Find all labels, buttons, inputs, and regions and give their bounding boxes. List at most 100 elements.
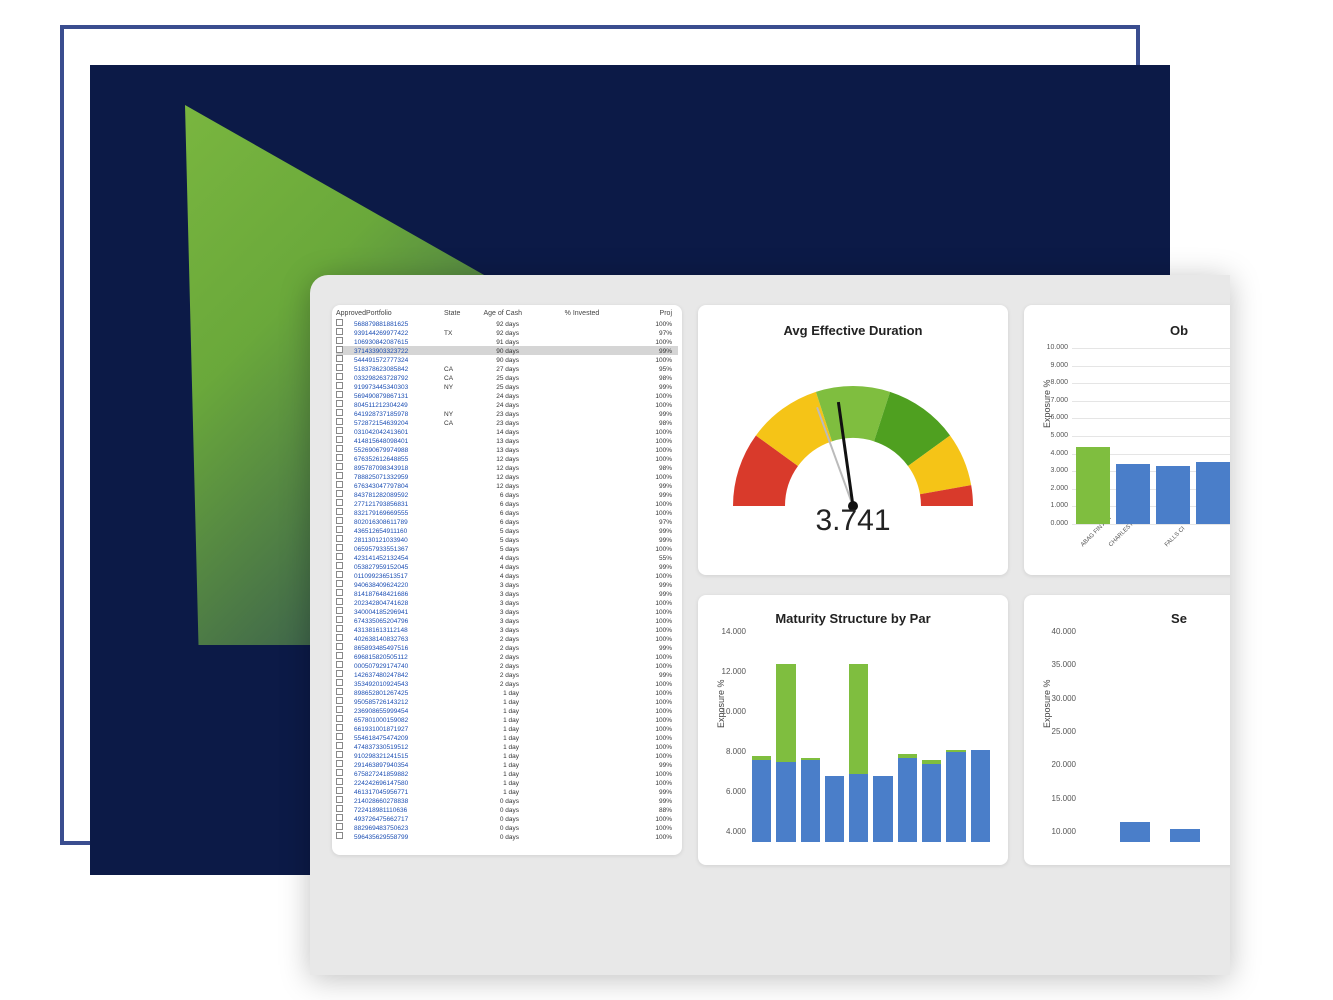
portfolio-link[interactable]: 291463897940354 xyxy=(354,761,444,770)
table-row[interactable]: 4937264756627170 days100% xyxy=(336,814,678,823)
portfolio-link[interactable]: 940638409624220 xyxy=(354,581,444,590)
portfolio-link[interactable]: 675827241859882 xyxy=(354,770,444,779)
portfolio-link[interactable]: 340004185296941 xyxy=(354,608,444,617)
portfolio-link[interactable]: 414815648098401 xyxy=(354,437,444,446)
table-row[interactable]: 80451121230424924 days100% xyxy=(336,400,678,409)
table-row[interactable]: 9406384096242203 days99% xyxy=(336,580,678,589)
portfolio-link[interactable]: 493726475662717 xyxy=(354,815,444,824)
table-row[interactable]: 03104204241360114 days100% xyxy=(336,427,678,436)
portfolio-link[interactable]: 950585726143212 xyxy=(354,698,444,707)
portfolio-link[interactable]: 431381613112148 xyxy=(354,626,444,635)
table-row[interactable]: 10693084208761591 days100% xyxy=(336,337,678,346)
table-row[interactable]: 0005079291747402 days100% xyxy=(336,661,678,670)
portfolio-link[interactable]: 436512654911160 xyxy=(354,527,444,536)
portfolio-link[interactable]: 554618475474209 xyxy=(354,734,444,743)
table-row[interactable]: 55269067997498813 days100% xyxy=(336,445,678,454)
portfolio-link[interactable]: 657801000159082 xyxy=(354,716,444,725)
approve-checkbox[interactable] xyxy=(336,832,354,842)
table-row[interactable]: 4613170459567711 day99% xyxy=(336,787,678,796)
portfolio-link[interactable]: 461317045956771 xyxy=(354,788,444,797)
portfolio-link[interactable]: 674335065204796 xyxy=(354,617,444,626)
portfolio-link[interactable]: 788825071332959 xyxy=(354,473,444,482)
portfolio-link[interactable]: 865893485497516 xyxy=(354,644,444,653)
portfolio-link[interactable]: 676352612648855 xyxy=(354,455,444,464)
portfolio-link[interactable]: 423141452132454 xyxy=(354,554,444,563)
table-row[interactable]: 2771217938568316 days100% xyxy=(336,499,678,508)
table-row[interactable]: 8141876484216863 days99% xyxy=(336,589,678,598)
portfolio-link[interactable]: 572872154639204 xyxy=(354,419,444,428)
portfolio-link[interactable]: 544491572777324 xyxy=(354,356,444,365)
portfolio-link[interactable]: 224242696147580 xyxy=(354,779,444,788)
portfolio-link[interactable]: 402638140832763 xyxy=(354,635,444,644)
portfolio-link[interactable]: 474837330519512 xyxy=(354,743,444,752)
portfolio-link[interactable]: 895787098343918 xyxy=(354,464,444,473)
table-row[interactable]: 37143390332372290 days99% xyxy=(336,346,678,355)
table-row[interactable]: 0659579335513675 days100% xyxy=(336,544,678,553)
portfolio-link[interactable]: 011099236513517 xyxy=(354,572,444,581)
portfolio-link[interactable]: 802016308611789 xyxy=(354,518,444,527)
table-row[interactable]: 8321791696695556 days100% xyxy=(336,508,678,517)
portfolio-link[interactable]: 568879881881625 xyxy=(354,320,444,329)
table-row[interactable]: 8437812820895926 days99% xyxy=(336,490,678,499)
table-row[interactable]: 2914638979403541 day99% xyxy=(336,760,678,769)
portfolio-link[interactable]: 832179169669555 xyxy=(354,509,444,518)
table-row[interactable]: 939144269977422TX92 days97% xyxy=(336,328,678,337)
table-row[interactable]: 4026381408327632 days100% xyxy=(336,634,678,643)
portfolio-link[interactable]: 281130121033940 xyxy=(354,536,444,545)
portfolio-link[interactable]: 053827959152045 xyxy=(354,563,444,572)
portfolio-link[interactable]: 142637480247842 xyxy=(354,671,444,680)
table-row[interactable]: 8020163086117896 days97% xyxy=(336,517,678,526)
table-row[interactable]: 9505857261432121 day100% xyxy=(336,697,678,706)
table-row[interactable]: 41481564809840113 days100% xyxy=(336,436,678,445)
portfolio-link[interactable]: 661931001871927 xyxy=(354,725,444,734)
table-row[interactable]: 5546184754742091 day100% xyxy=(336,733,678,742)
portfolio-link[interactable]: 569490879867131 xyxy=(354,392,444,401)
table-row[interactable]: 919973445340303NY25 days99% xyxy=(336,382,678,391)
table-row[interactable]: 6968158205051122 days100% xyxy=(336,652,678,661)
portfolio-link[interactable]: 843781282089592 xyxy=(354,491,444,500)
table-row[interactable]: 3534920109245432 days100% xyxy=(336,679,678,688)
table-row[interactable]: 6743350652047963 days100% xyxy=(336,616,678,625)
table-row[interactable]: 5964356295587990 days100% xyxy=(336,832,678,841)
portfolio-link[interactable]: 919973445340303 xyxy=(354,383,444,392)
portfolio-link[interactable]: 882969483750623 xyxy=(354,824,444,833)
portfolio-link[interactable]: 214028660278838 xyxy=(354,797,444,806)
table-row[interactable]: 2140286602788380 days99% xyxy=(336,796,678,805)
table-row[interactable]: 641928737185978NY23 days99% xyxy=(336,409,678,418)
portfolio-link[interactable]: 277121793856831 xyxy=(354,500,444,509)
portfolio-link[interactable]: 696815820505112 xyxy=(354,653,444,662)
portfolio-link[interactable]: 371433903323722 xyxy=(354,347,444,356)
table-row[interactable]: 0110992365135174 days100% xyxy=(336,571,678,580)
table-row[interactable]: 67634304779780412 days99% xyxy=(336,481,678,490)
portfolio-link[interactable]: 353492010924543 xyxy=(354,680,444,689)
table-row[interactable]: 54449157277732490 days100% xyxy=(336,355,678,364)
portfolio-link[interactable]: 722418981110636 xyxy=(354,806,444,815)
portfolio-link[interactable]: 033298263728792 xyxy=(354,374,444,383)
table-row[interactable]: 8986528012674251 day100% xyxy=(336,688,678,697)
table-row[interactable]: 56949087986713124 days100% xyxy=(336,391,678,400)
table-row[interactable]: 572872154639204CA23 days98% xyxy=(336,418,678,427)
table-row[interactable]: 78882507133295912 days100% xyxy=(336,472,678,481)
portfolio-link[interactable]: 804511212304249 xyxy=(354,401,444,410)
table-row[interactable]: 56887988188162592 days100% xyxy=(336,319,678,328)
table-row[interactable]: 2811301210339405 days99% xyxy=(336,535,678,544)
table-row[interactable]: 0538279591520454 days99% xyxy=(336,562,678,571)
table-row[interactable]: 6619310018719271 day100% xyxy=(336,724,678,733)
portfolio-link[interactable]: 236908655999454 xyxy=(354,707,444,716)
portfolio-link[interactable]: 031042042413601 xyxy=(354,428,444,437)
portfolio-link[interactable]: 814187648421686 xyxy=(354,590,444,599)
table-row[interactable]: 4365126549111605 days99% xyxy=(336,526,678,535)
table-row[interactable]: 1426374802478422 days99% xyxy=(336,670,678,679)
table-row[interactable]: 8658934854975162 days99% xyxy=(336,643,678,652)
portfolio-link[interactable]: 000507929174740 xyxy=(354,662,444,671)
table-row[interactable]: 4231414521324544 days55% xyxy=(336,553,678,562)
table-row[interactable]: 4313816131121483 days100% xyxy=(336,625,678,634)
table-row[interactable]: 8829694837506230 days100% xyxy=(336,823,678,832)
portfolio-link[interactable]: 910298321241515 xyxy=(354,752,444,761)
table-row[interactable]: 518378623085842CA27 days95% xyxy=(336,364,678,373)
table-row[interactable]: 6758272418598821 day100% xyxy=(336,769,678,778)
portfolio-link[interactable]: 641928737185978 xyxy=(354,410,444,419)
table-row[interactable]: 2369086559994541 day100% xyxy=(336,706,678,715)
table-row[interactable]: 67635261264885512 days100% xyxy=(336,454,678,463)
table-row[interactable]: 3400041852969413 days100% xyxy=(336,607,678,616)
